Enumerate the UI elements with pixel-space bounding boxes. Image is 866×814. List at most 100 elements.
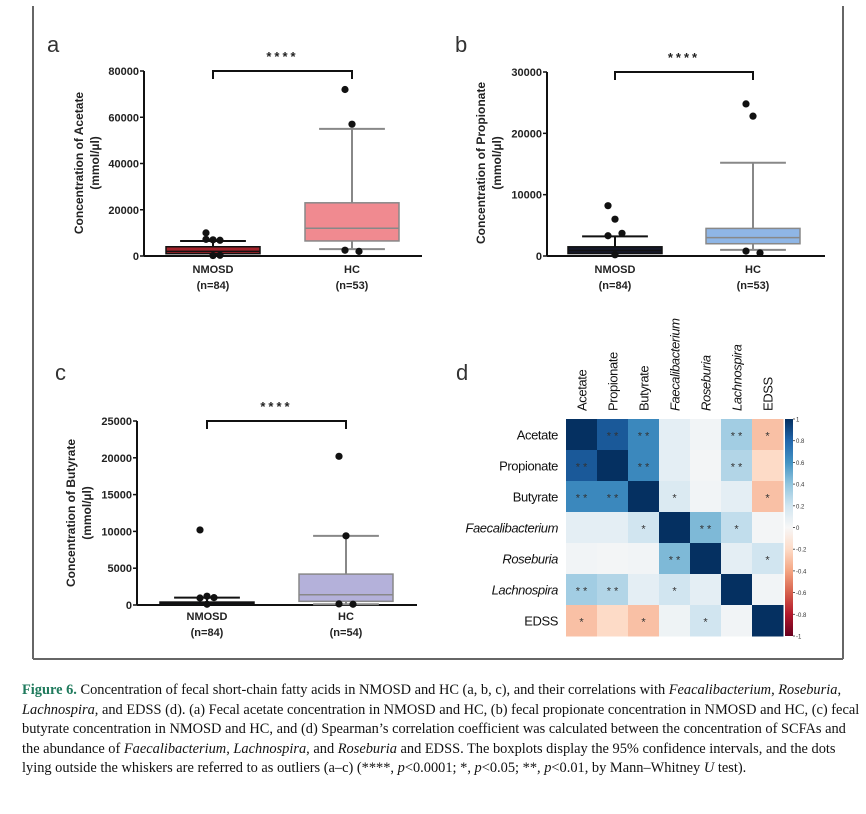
colorbar-tick-label: -0.6 <box>796 591 807 597</box>
cell-significance: * <box>579 617 584 629</box>
cell-significance: * <box>672 586 677 598</box>
heatmap-cell <box>566 574 598 606</box>
caption-text: Roseburia <box>778 682 838 698</box>
row-label: Faecalibacterium <box>465 521 558 536</box>
heatmap-cell <box>752 605 784 637</box>
outlier-point <box>196 594 204 602</box>
caption-text: p <box>544 760 552 777</box>
outlier-point <box>604 202 612 210</box>
outlier-point <box>335 600 343 608</box>
outlier-point <box>216 236 224 244</box>
colorbar <box>785 419 793 636</box>
heatmap-cell <box>597 450 629 482</box>
heatmap-cell <box>659 574 691 606</box>
y-tick-label: 20000 <box>108 205 139 217</box>
heatmap-cell <box>628 512 660 544</box>
outlier-point <box>341 85 349 94</box>
outlier-point <box>355 247 363 255</box>
y-axis-title: Concentration of Butyrate <box>64 439 78 587</box>
y-axis-title: Concentration of Propionate <box>474 82 488 244</box>
figure-frame <box>32 6 844 660</box>
column-label: Roseburia <box>699 355 714 411</box>
heatmap-cell <box>721 481 753 513</box>
heatmap-cell <box>690 481 722 513</box>
heatmap-cell <box>566 543 598 575</box>
outlier-point <box>209 236 217 244</box>
outlier-point <box>756 249 764 257</box>
outlier-point <box>202 229 210 237</box>
category-n-label: (n=53) <box>737 280 770 292</box>
heatmap-cell <box>659 605 691 637</box>
cell-significance: * <box>765 555 770 567</box>
heatmap-cell <box>659 543 691 575</box>
heatmap-cell <box>566 512 598 544</box>
category-n-label: (n=84) <box>197 280 230 292</box>
heatmap-cell <box>597 512 629 544</box>
heatmap-cell <box>597 574 629 606</box>
cell-significance: * * <box>731 462 743 474</box>
cell-significance: * <box>765 493 770 505</box>
column-label: Propionate <box>606 352 621 411</box>
caption-text: , <box>226 740 234 757</box>
heatmap-cell <box>752 574 784 606</box>
colorbar-tick-label: 1 <box>796 418 800 424</box>
y-axis-title: (mmol/µl) <box>88 136 102 190</box>
colorbar-tick-label: -1 <box>796 635 802 641</box>
column-label: EDSS <box>761 376 776 411</box>
panel-label: d <box>456 360 468 385</box>
y-tick-label: 5000 <box>108 563 132 575</box>
boxplot-panel-c: c 0 5000 10000 15000 20000 25000 Concentration … <box>55 360 417 639</box>
heatmap-cell <box>597 543 629 575</box>
cell-significance: * <box>703 617 708 629</box>
heatmap-cell <box>721 574 753 606</box>
category-label: HC <box>338 611 354 623</box>
y-tick-label: 0 <box>133 251 139 263</box>
y-tick-label: 20000 <box>101 453 132 465</box>
cell-significance: * * <box>607 586 619 598</box>
outlier-point <box>348 120 356 128</box>
column-label: Butyrate <box>637 366 652 411</box>
colorbar-tick-label: 0.2 <box>796 504 805 510</box>
box <box>304 202 400 242</box>
correlation-heatmap-panel: d * * * * * * * * * * * * * * * * * * * * * * * * * * * *… <box>456 318 807 641</box>
heatmap-cell <box>721 605 753 637</box>
caption-text: , <box>837 682 842 698</box>
caption-text: p <box>474 760 482 777</box>
outlier-point <box>216 251 224 259</box>
y-tick-label: 0 <box>126 600 132 612</box>
heatmap-cell <box>597 605 629 637</box>
column-label: Lachnospira <box>730 344 745 411</box>
category-n-label: (n=84) <box>599 280 632 292</box>
outlier-point <box>196 526 204 534</box>
panel-label: c <box>55 360 66 385</box>
y-tick-label: 25000 <box>101 416 132 428</box>
heatmap-cell <box>690 574 722 606</box>
heatmap-cell <box>752 543 784 575</box>
cell-significance: * <box>765 431 770 443</box>
box <box>298 573 394 603</box>
significance-bracket <box>614 71 754 80</box>
colorbar-tick-label: -0.2 <box>796 548 807 554</box>
heatmap-cell <box>690 605 722 637</box>
heatmap-cell <box>752 419 784 451</box>
caption-text: Roseburia <box>337 740 397 757</box>
colorbar-tick-label: -0.4 <box>796 569 807 575</box>
cell-significance: * * <box>576 462 588 474</box>
caption-text: Feacalibacterium <box>668 682 772 698</box>
caption-text: Lachnospira <box>22 701 95 718</box>
heatmap-cell <box>721 419 753 451</box>
cell-significance: * * <box>576 586 588 598</box>
category-label: HC <box>344 264 360 276</box>
y-tick-label: 30000 <box>511 67 542 79</box>
significance-bracket <box>212 70 353 79</box>
y-tick-label: 15000 <box>101 490 132 502</box>
heatmap-cell <box>597 481 629 513</box>
heatmap-cell <box>628 481 660 513</box>
y-tick-label: 10000 <box>511 190 542 202</box>
heatmap-cell <box>721 543 753 575</box>
boxplot-panel-a: a 0 20000 40000 60000 80000 Concentration of A… <box>47 32 422 292</box>
row-label: Butyrate <box>513 490 558 505</box>
colorbar-tick-label: -0.8 <box>796 613 807 619</box>
category-label: NMOSD <box>187 611 228 623</box>
outlier-point <box>742 247 750 255</box>
